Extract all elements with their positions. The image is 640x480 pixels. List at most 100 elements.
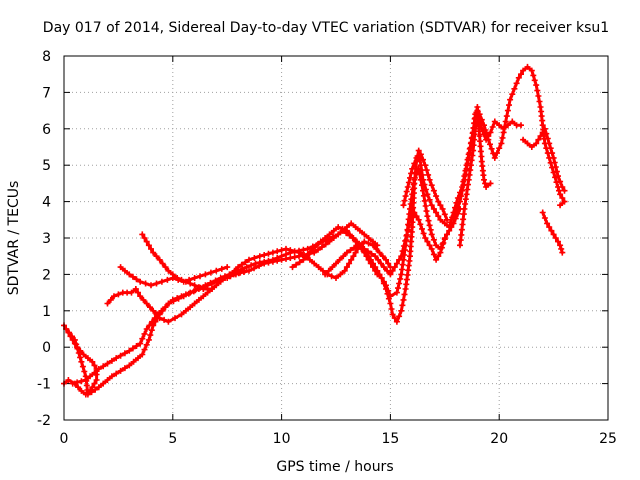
data-point [424,238,431,245]
data-point [427,226,434,233]
data-point [191,275,198,281]
data-point [419,225,425,232]
data-point [370,260,376,267]
data-point [108,373,115,380]
data-point [441,220,448,227]
data-point [78,387,85,394]
data-point [296,259,303,266]
data-point [224,275,231,281]
data-point [544,220,551,227]
data-point [84,355,91,362]
data-point [430,187,437,194]
data-point [341,267,348,274]
y-tick-label: -1 [37,377,51,393]
data-point [352,249,359,256]
data-point [413,154,420,161]
data-point [380,264,387,271]
data-point [491,118,498,125]
data-point [141,235,148,241]
data-point [422,203,429,209]
data-point [178,276,185,283]
data-point [317,238,324,245]
data-point [129,273,136,280]
data-point [172,315,178,322]
data-point [458,193,465,200]
y-tick-label: 7 [42,85,51,101]
data-point [496,145,503,152]
data-point [293,261,300,268]
data-point [235,264,242,271]
data-point [424,191,431,198]
data-point [145,336,152,343]
data-point [166,300,172,307]
data-point [421,197,428,204]
data-point [559,249,566,256]
data-point [143,300,150,307]
data-point [552,164,559,170]
data-point [393,318,400,325]
data-point [477,143,484,150]
data-point [530,72,537,79]
data-point [121,267,128,274]
data-point [283,245,289,252]
data-point [329,264,336,271]
data-point [104,300,111,307]
data-point [256,253,263,260]
data-point [274,248,281,255]
data-point [361,231,368,238]
y-tick-label: -2 [37,413,51,429]
data-point [354,242,361,249]
data-point [79,363,86,370]
data-point [182,307,189,314]
data-point [274,255,281,261]
data-point [374,267,381,274]
data-point [426,222,433,229]
data-point [310,245,317,252]
data-point [347,247,354,254]
data-point [213,282,220,289]
data-point [158,307,165,314]
data-point [81,368,88,375]
plot-frame [63,55,609,421]
data-point [153,280,160,287]
data-point [518,122,524,129]
data-point [500,129,507,136]
data-point [278,253,285,260]
data-point [405,179,412,186]
data-point [561,187,568,194]
data-point [164,276,171,283]
data-point [315,264,322,271]
data-point [135,289,141,296]
data-point [416,171,423,178]
data-point [319,267,326,274]
data-point [448,216,455,223]
axis-ticks: 0 5 10 15 20 25 -2 -1 0 1 2 3 4 5 6 7 8 [37,49,617,447]
data-point [126,347,133,354]
data-point [158,278,165,285]
data-point [365,253,372,260]
data-point [373,245,380,252]
data-point [107,296,114,303]
data-point [555,238,561,245]
data-point [473,120,480,127]
data-point [117,352,124,359]
series-trace [64,207,447,396]
x-tick-label: 25 [599,431,617,447]
data-point [471,136,478,143]
data-point [515,74,522,81]
data-point [411,160,418,167]
y-tick-label: 1 [42,304,51,320]
data-series [539,209,566,256]
data-point [444,231,450,238]
data-point [400,296,407,303]
data-point [108,357,115,364]
data-point [111,293,117,300]
data-point [428,182,435,189]
data-point [426,242,433,249]
data-point [485,136,492,143]
data-point [149,318,156,325]
data-point [537,133,544,140]
data-point [209,286,215,292]
data-series [132,267,248,325]
data-point [287,247,294,254]
